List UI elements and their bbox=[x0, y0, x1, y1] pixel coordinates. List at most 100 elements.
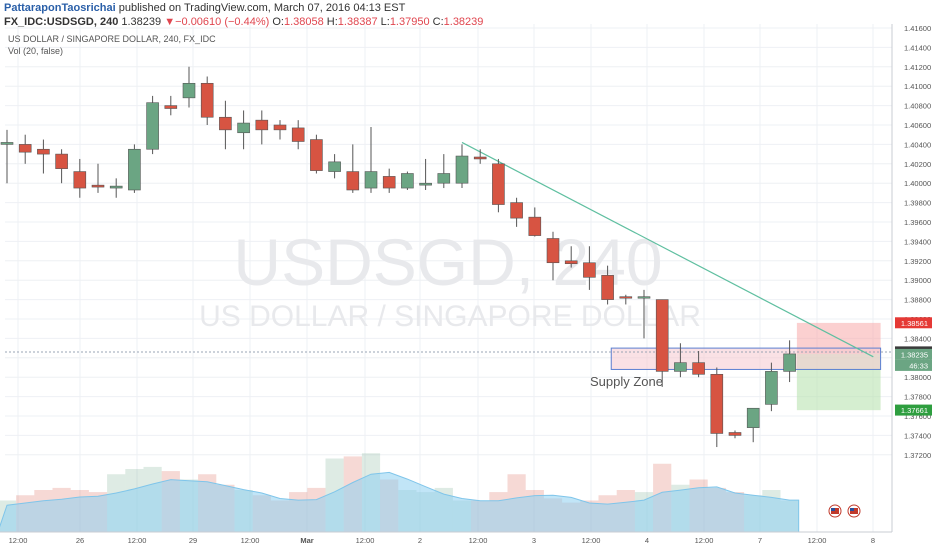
price-tick-label: 1.40800 bbox=[904, 102, 931, 111]
candle bbox=[765, 362, 778, 412]
symbol-watermark: USDSGD, 240 US DOLLAR / SINGAPORE DOLLAR bbox=[199, 225, 701, 333]
candles bbox=[0, 66, 796, 448]
time-axis-bg bbox=[0, 532, 932, 550]
candle bbox=[473, 149, 487, 164]
volume-legend[interactable]: Vol (20, false) bbox=[8, 46, 64, 56]
price-tick-label: 1.39200 bbox=[904, 257, 931, 266]
price-label-text: 1.38561 bbox=[901, 319, 928, 328]
candle-body bbox=[364, 171, 378, 189]
candle bbox=[128, 144, 141, 193]
candle-body bbox=[346, 171, 360, 191]
price-label-last[interactable]: 1.38235 bbox=[895, 348, 932, 360]
candle bbox=[746, 407, 760, 443]
series-legend[interactable]: US DOLLAR / SINGAPORE DOLLAR, 240, FX_ID… bbox=[8, 34, 216, 44]
header: PattaraponTaosrichai published on Tradin… bbox=[0, 0, 932, 30]
candle-body bbox=[546, 238, 560, 264]
candle bbox=[783, 340, 796, 383]
open-label: O: bbox=[272, 16, 284, 28]
drawings bbox=[5, 141, 892, 411]
watermark-name: US DOLLAR / SINGAPORE DOLLAR bbox=[199, 300, 701, 333]
price-tick-label: 1.41400 bbox=[904, 43, 931, 52]
price-tick-label: 1.40200 bbox=[904, 160, 931, 169]
candle-body bbox=[510, 202, 523, 219]
last-price: 1.38239 bbox=[121, 16, 162, 28]
author-name[interactable]: PattaraponTaosrichai bbox=[4, 2, 116, 14]
price-tick-label: 1.38800 bbox=[904, 296, 931, 305]
event-icons[interactable] bbox=[828, 504, 861, 518]
candle bbox=[528, 207, 542, 237]
candle-body bbox=[382, 176, 396, 189]
candle bbox=[255, 110, 269, 145]
candle-body bbox=[0, 142, 14, 145]
price-axis[interactable]: 1.41600 1.41400 1.41200 1.41000 1.40800 1.406… bbox=[891, 24, 932, 532]
price-label-stop[interactable]: 1.38561 bbox=[895, 317, 932, 329]
candle-body bbox=[182, 82, 196, 99]
candle-body bbox=[637, 296, 651, 299]
candle bbox=[0, 129, 14, 184]
candle bbox=[200, 76, 214, 125]
candle-body bbox=[692, 362, 705, 375]
candle-body bbox=[164, 105, 178, 109]
symbol-label[interactable]: FX_IDC:USDSGD, 240 bbox=[4, 16, 119, 28]
candle bbox=[382, 168, 396, 193]
down-arrow-icon: ▼ bbox=[164, 16, 176, 28]
price-label-text: 46:33 bbox=[909, 361, 928, 370]
low-label: L: bbox=[380, 16, 390, 28]
time-tick-label: 12:00 bbox=[582, 536, 601, 545]
candle-body bbox=[128, 148, 141, 191]
time-tick-label: 12:00 bbox=[808, 536, 827, 545]
candle bbox=[710, 367, 724, 448]
candle bbox=[219, 100, 232, 150]
candle bbox=[546, 231, 560, 281]
time-tick-label: 12:00 bbox=[9, 536, 28, 545]
price-label-countdown[interactable]: 46:33 bbox=[895, 359, 932, 371]
price-tick-label: 1.40000 bbox=[904, 179, 931, 188]
supply-zone-rect bbox=[610, 347, 882, 370]
candle bbox=[91, 163, 105, 193]
candle bbox=[455, 144, 469, 189]
candle bbox=[655, 299, 669, 387]
high-label: H: bbox=[326, 16, 338, 28]
price-tick-label: 1.41600 bbox=[904, 24, 931, 33]
candle-body bbox=[492, 163, 505, 205]
close-value: 1.38239 bbox=[443, 16, 484, 28]
candle-body bbox=[473, 156, 487, 160]
candle bbox=[164, 95, 178, 116]
candle bbox=[273, 120, 287, 140]
price-tick-label: 1.41000 bbox=[904, 82, 931, 91]
price-tick-label: 1.41200 bbox=[904, 63, 931, 72]
candle bbox=[619, 294, 633, 305]
time-tick-label: 4 bbox=[645, 536, 649, 545]
candle bbox=[637, 289, 651, 339]
candle-body bbox=[73, 171, 87, 189]
watermark-ticker: USDSGD, 240 bbox=[233, 225, 662, 299]
candle bbox=[510, 197, 523, 227]
candle bbox=[328, 154, 341, 179]
candle-body bbox=[564, 260, 578, 265]
candle bbox=[237, 110, 250, 150]
candle-body bbox=[783, 353, 796, 372]
candle-body bbox=[273, 124, 287, 131]
candle bbox=[73, 158, 87, 198]
time-tick-label: 7 bbox=[758, 536, 762, 545]
volume-ma-area bbox=[0, 471, 800, 533]
us-flag-event-icon[interactable] bbox=[828, 504, 842, 518]
candle-body bbox=[237, 122, 250, 134]
time-axis[interactable]: 12:00 26 12:00 29 12:00 Mar 12:00 2 12:00 3 12:00 4… bbox=[0, 531, 932, 550]
candle-body bbox=[601, 275, 614, 300]
candle bbox=[146, 95, 159, 155]
price-tick-label: 1.40400 bbox=[904, 140, 931, 149]
price-label-target[interactable]: 1.37661 bbox=[895, 404, 932, 416]
candle bbox=[109, 178, 123, 198]
candle-body bbox=[310, 139, 323, 171]
candle-body bbox=[219, 116, 232, 131]
price-label-text: 1.37661 bbox=[901, 406, 928, 415]
price-tick-label: 1.40600 bbox=[904, 121, 931, 130]
trend-line bbox=[461, 141, 874, 358]
us-flag-event-icon[interactable] bbox=[847, 504, 861, 518]
candle-body bbox=[291, 127, 305, 142]
price-label-bg bbox=[895, 317, 932, 329]
candle-body bbox=[255, 119, 269, 131]
candle bbox=[437, 154, 451, 189]
